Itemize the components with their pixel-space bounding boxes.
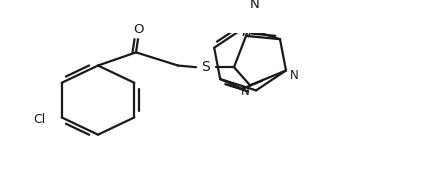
Text: O: O	[134, 23, 144, 36]
Text: N: N	[290, 69, 299, 82]
Text: N: N	[250, 0, 260, 11]
Text: S: S	[202, 60, 210, 74]
Text: N: N	[241, 85, 249, 98]
Text: Cl: Cl	[33, 112, 46, 125]
